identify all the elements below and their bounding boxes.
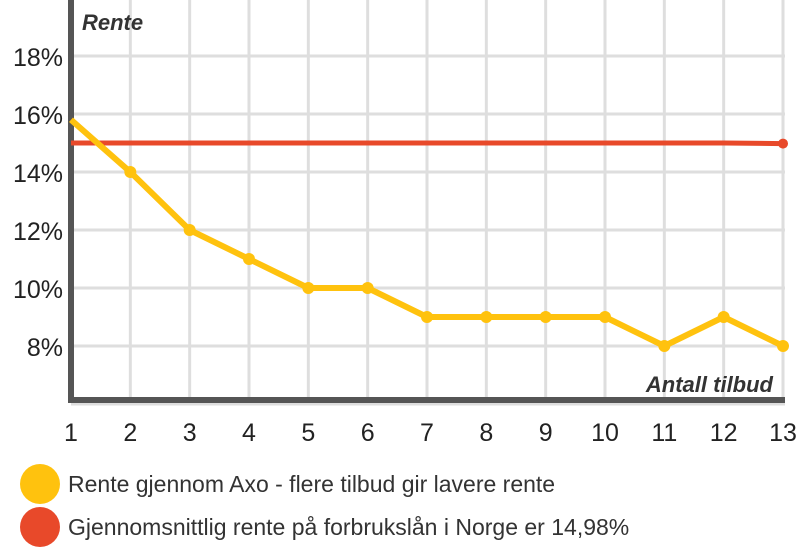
legend-item-average: Gjennomsnittlig rente på forbrukslån i N… — [20, 507, 790, 547]
data-point-axo — [717, 311, 730, 323]
data-point-axo — [124, 166, 137, 178]
x-tick-label: 12 — [710, 419, 738, 447]
x-tick-label: 10 — [591, 419, 619, 447]
series-line-average — [71, 140, 784, 147]
data-point-average — [778, 138, 788, 149]
x-tick-label: 5 — [301, 419, 315, 447]
x-tick-label: 1 — [64, 419, 78, 447]
y-tick-label: 16% — [13, 102, 63, 130]
data-point-axo — [480, 311, 493, 323]
data-point-axo — [599, 311, 611, 323]
y-tick-label: 18% — [13, 44, 63, 72]
x-tick-label: 8 — [479, 419, 493, 447]
data-point-axo — [421, 311, 433, 323]
y-tick-label: 10% — [13, 276, 63, 304]
data-point-axo — [658, 340, 671, 352]
x-axis-title: Antall tilbud — [645, 372, 774, 397]
data-point-axo — [361, 282, 374, 294]
y-tick-label: 14% — [13, 160, 63, 188]
x-tick-label: 2 — [123, 419, 137, 447]
grid-lines — [71, 0, 785, 406]
legend-swatch-average — [20, 507, 60, 547]
legend-item-axo: Rente gjennom Axo - flere tilbud gir lav… — [20, 464, 790, 504]
data-point-axo — [777, 340, 789, 352]
y-tick-labels: 8% 10% 12% 14% 16% 18% — [13, 44, 63, 362]
x-tick-label: 3 — [183, 419, 197, 447]
x-tick-label: 13 — [769, 419, 797, 447]
y-tick-label: 8% — [27, 334, 63, 362]
line-chart: 8%10%12%14%16%18% 1 2 3 4 5 6 7 8 9 10 11 12 13 Rent… — [13, 0, 797, 447]
x-tick-label: 7 — [420, 419, 434, 447]
y-tick-label: 12% — [13, 218, 63, 246]
x-tick-labels: 1 2 3 4 5 6 7 8 9 10 11 12 13 — [64, 419, 797, 447]
data-point-axo — [183, 224, 196, 236]
x-tick-label: 6 — [361, 419, 375, 447]
legend-swatch-axo — [20, 464, 60, 504]
x-tick-label: 11 — [651, 419, 677, 447]
data-point-axo — [302, 282, 315, 294]
x-tick-label: 9 — [539, 419, 553, 447]
series-points — [124, 138, 789, 352]
legend-label-average: Gjennomsnittlig rente på forbrukslån i N… — [68, 513, 630, 540]
legend-label-axo: Rente gjennom Axo - flere tilbud gir lav… — [68, 470, 556, 497]
data-point-axo — [539, 311, 552, 323]
data-point-axo — [243, 253, 255, 265]
x-tick-label: 4 — [242, 419, 256, 447]
y-axis-title: Rente — [82, 10, 143, 35]
